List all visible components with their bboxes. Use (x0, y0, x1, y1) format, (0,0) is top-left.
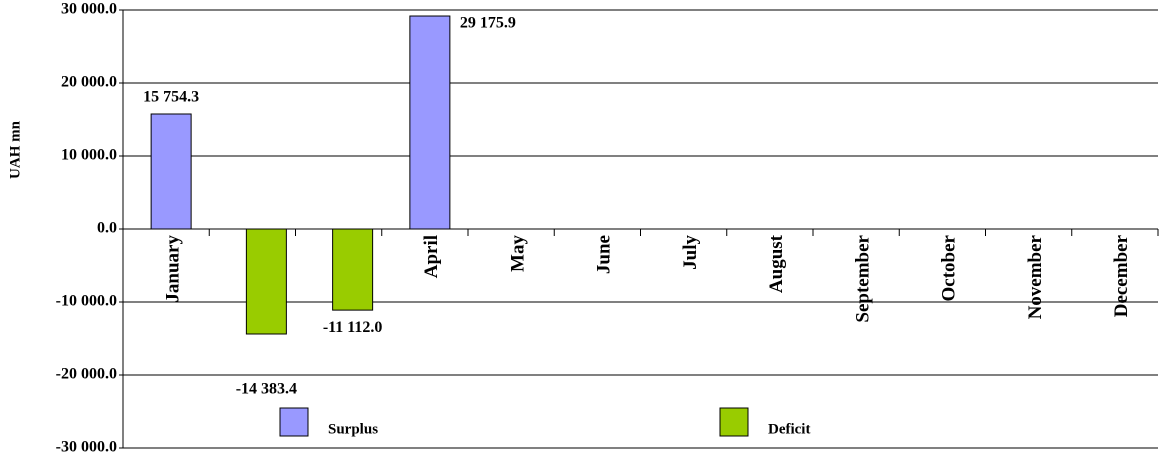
x-tick-label: May (507, 235, 528, 272)
y-tick-label: 0.0 (97, 220, 117, 237)
y-tick-label: 10 000.0 (61, 147, 117, 164)
x-tick-label: December (1111, 234, 1132, 317)
y-tick-label: -10 000.0 (56, 293, 117, 310)
bar (245, 228, 287, 335)
y-tick-label: -20 000.0 (56, 366, 117, 383)
legend-label: Deficit (768, 421, 810, 437)
value-label: -11 112.0 (323, 319, 383, 336)
legend-swatch (279, 407, 309, 437)
bar (150, 113, 192, 230)
x-tick-label: October (939, 234, 960, 301)
y-tick-label: -30 000.0 (56, 439, 117, 456)
value-label: 29 175.9 (460, 15, 516, 32)
x-tick-label: June (594, 235, 615, 274)
x-tick-label: September (852, 234, 873, 322)
bar (409, 15, 451, 230)
legend-swatch (719, 407, 749, 437)
x-tick-label: April (421, 235, 442, 278)
value-label: 15 754.3 (143, 89, 199, 106)
bar (332, 228, 374, 311)
value-label: -14 383.4 (236, 381, 297, 398)
x-tick-label: January (162, 235, 183, 303)
x-tick-label: November (1025, 234, 1046, 319)
y-tick-label: 30 000.0 (61, 1, 117, 18)
x-tick-label: July (680, 235, 701, 270)
legend-label: Surplus (328, 421, 378, 437)
y-tick-label: 20 000.0 (61, 74, 117, 91)
y-axis-label: UAH mn (7, 120, 23, 179)
x-tick-label: August (766, 234, 787, 293)
